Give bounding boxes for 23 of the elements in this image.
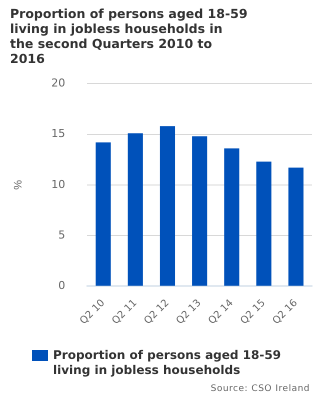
chart-title: Proportion of persons aged 18-59 living in jobless households in the second Quarters 2010 to 2016	[10, 6, 249, 66]
legend-label: Proportion of persons aged 18-59 living in jobless households	[53, 348, 282, 378]
x-tick-label: Q2 16	[270, 298, 300, 327]
bar	[224, 148, 240, 286]
y-tick-label: 10	[51, 178, 66, 191]
bar	[160, 126, 176, 286]
x-tick-label: Q2 13	[174, 298, 204, 327]
source-note: Source: CSO Ireland	[210, 384, 310, 394]
bar	[256, 162, 272, 286]
bar	[192, 136, 208, 286]
y-axis-title: %	[12, 180, 25, 190]
y-tick-label: 0	[58, 279, 66, 292]
x-tick-label: Q2 10	[78, 298, 108, 327]
x-tick-label: Q2 14	[206, 298, 236, 327]
bar	[128, 133, 143, 286]
x-tick-label: Q2 15	[238, 298, 268, 327]
x-tick-label: Q2 12	[142, 298, 172, 327]
bar	[288, 168, 304, 286]
y-tick-label: 20	[51, 76, 66, 90]
bar	[96, 142, 111, 286]
y-tick-label: 5	[58, 228, 66, 242]
y-tick-label: 15	[51, 127, 66, 140]
x-tick-label: Q2 11	[110, 298, 140, 327]
